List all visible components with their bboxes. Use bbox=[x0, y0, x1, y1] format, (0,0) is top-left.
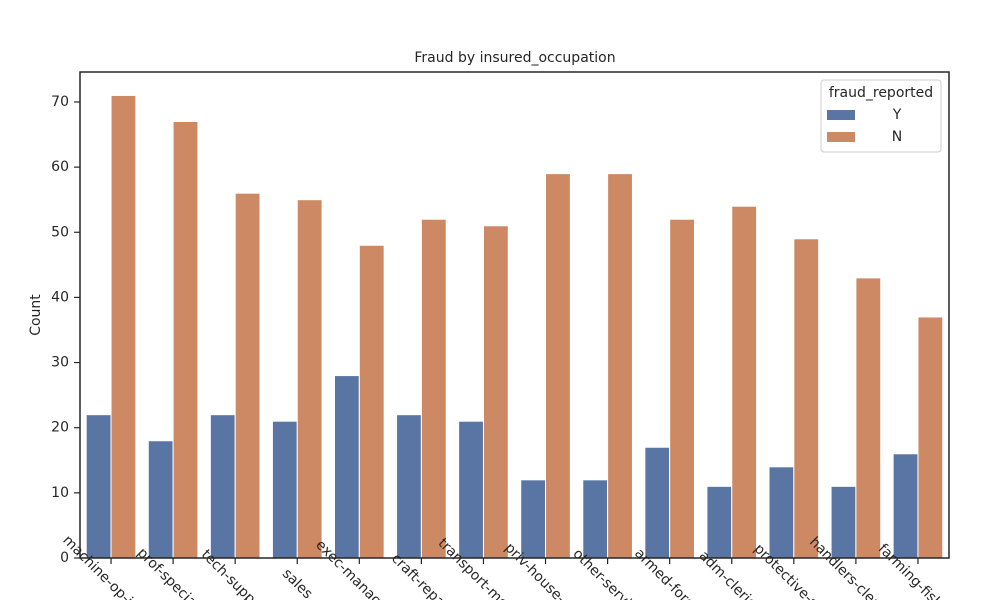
bar bbox=[669, 218, 696, 559]
bar bbox=[482, 225, 509, 559]
y-tick-label: 30 bbox=[51, 355, 69, 371]
bar bbox=[234, 192, 261, 559]
legend: fraud_reported YN bbox=[820, 79, 942, 153]
bar bbox=[892, 453, 919, 559]
bar bbox=[793, 238, 820, 559]
bar bbox=[420, 218, 447, 559]
bar bbox=[644, 446, 671, 559]
bar bbox=[520, 479, 547, 559]
bar bbox=[855, 277, 882, 559]
y-axis-label: Count bbox=[28, 294, 44, 336]
bar bbox=[333, 375, 360, 559]
bar bbox=[296, 199, 323, 559]
x-tick-label: sales bbox=[279, 566, 316, 600]
legend-swatch bbox=[827, 132, 855, 142]
legend-title: fraud_reported bbox=[829, 85, 933, 101]
bar bbox=[172, 121, 199, 559]
bar bbox=[85, 414, 112, 559]
bar bbox=[917, 316, 944, 559]
bar bbox=[768, 466, 795, 559]
bar bbox=[607, 173, 633, 559]
y-tick-label: 0 bbox=[60, 550, 69, 566]
legend-label: Y bbox=[892, 107, 902, 123]
bar bbox=[582, 479, 609, 559]
y-tick-label: 50 bbox=[51, 224, 69, 240]
y-tick-label: 70 bbox=[51, 94, 69, 110]
legend-swatch bbox=[827, 110, 855, 120]
bar bbox=[271, 420, 298, 559]
bar bbox=[545, 173, 571, 559]
bar bbox=[110, 94, 137, 559]
y-tick-label: 60 bbox=[51, 159, 69, 175]
plot-frame bbox=[79, 71, 950, 559]
y-tick-label: 10 bbox=[51, 485, 69, 501]
bar bbox=[358, 244, 385, 559]
y-tick-label: 20 bbox=[51, 420, 69, 436]
y-tick-label: 40 bbox=[51, 289, 69, 305]
bar bbox=[147, 440, 174, 559]
bar bbox=[209, 414, 236, 559]
bar bbox=[830, 485, 857, 559]
legend-label: N bbox=[892, 129, 902, 145]
bar bbox=[731, 205, 758, 559]
bar bbox=[396, 414, 422, 559]
bar bbox=[458, 420, 484, 559]
bar bbox=[706, 485, 733, 559]
chart-title: Fraud by insured_occupation bbox=[414, 50, 615, 66]
